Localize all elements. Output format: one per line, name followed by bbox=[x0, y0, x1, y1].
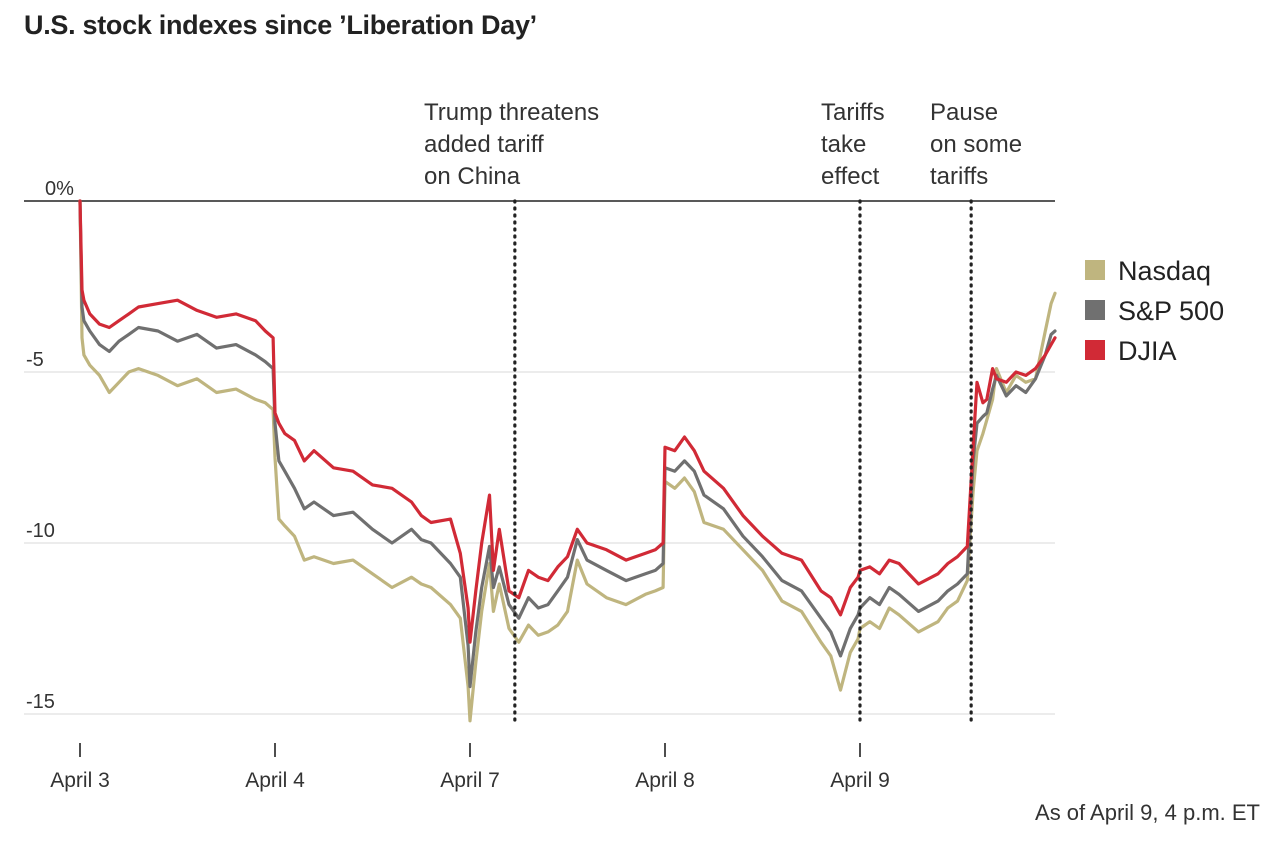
series-line-s-p-500 bbox=[78, 199, 1057, 689]
series-line-djia bbox=[78, 199, 1057, 644]
chart-title: U.S. stock indexes since ’Liberation Day… bbox=[24, 10, 537, 40]
annotation-text: Tariffs bbox=[821, 99, 885, 126]
chart-footnote: As of April 9, 4 p.m. ET bbox=[1035, 800, 1260, 825]
y-tick-label: 0% bbox=[45, 178, 74, 200]
annotation-text: take bbox=[821, 131, 866, 158]
x-tick-label: April 4 bbox=[245, 769, 305, 792]
x-tick-label: April 8 bbox=[635, 769, 695, 792]
x-tick-label: April 3 bbox=[50, 769, 110, 792]
legend: Nasdaq S&P 500 DJIA bbox=[1085, 256, 1224, 366]
legend-swatch bbox=[1085, 340, 1105, 360]
legend-swatch bbox=[1085, 260, 1105, 280]
annotation-text: tariffs bbox=[930, 163, 988, 190]
legend-label: DJIA bbox=[1118, 336, 1177, 366]
legend-label: S&P 500 bbox=[1118, 296, 1224, 326]
x-axis-ticks: April 3 April 4 April 7 April 8 April 9 bbox=[50, 743, 890, 792]
annotation-text: added tariff bbox=[424, 131, 544, 158]
x-tick-label: April 7 bbox=[440, 769, 500, 792]
annotation-text: Pause bbox=[930, 99, 998, 126]
series-lines bbox=[78, 199, 1057, 723]
annotation-text: Trump threatens bbox=[424, 99, 599, 126]
legend-label: Nasdaq bbox=[1118, 256, 1211, 286]
y-tick-label: -15 bbox=[26, 691, 55, 713]
y-axis-ticks: 0% -5 -10 -15 bbox=[26, 178, 74, 713]
gridlines bbox=[24, 200, 1055, 715]
x-tick-label: April 9 bbox=[830, 769, 890, 792]
series-line-nasdaq bbox=[78, 199, 1057, 723]
annotations: Trump threatens added tariff on China Tarif… bbox=[424, 99, 1022, 726]
annotation-text: on some bbox=[930, 131, 1022, 158]
legend-swatch bbox=[1085, 300, 1105, 320]
y-tick-label: -10 bbox=[26, 520, 55, 542]
annotation-text: effect bbox=[821, 163, 880, 190]
y-tick-label: -5 bbox=[26, 349, 44, 371]
annotation-text: on China bbox=[424, 163, 521, 190]
